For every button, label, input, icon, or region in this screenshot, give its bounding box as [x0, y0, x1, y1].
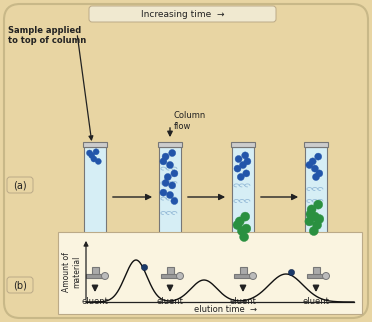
Circle shape: [169, 182, 176, 189]
Circle shape: [160, 158, 167, 165]
Circle shape: [305, 217, 314, 226]
Text: eluent: eluent: [81, 297, 108, 306]
Circle shape: [171, 197, 178, 204]
Circle shape: [235, 156, 242, 163]
Circle shape: [315, 214, 324, 223]
Bar: [58, 232, 362, 314]
Circle shape: [162, 153, 169, 160]
Circle shape: [160, 189, 167, 196]
Text: eluent: eluent: [230, 297, 256, 306]
Circle shape: [162, 179, 169, 186]
Circle shape: [164, 174, 171, 181]
Bar: [86, 274, 104, 278]
Circle shape: [323, 272, 330, 279]
Circle shape: [169, 149, 176, 156]
Bar: [167, 267, 173, 277]
Bar: [83, 142, 107, 147]
Circle shape: [102, 272, 109, 279]
Circle shape: [242, 224, 251, 233]
Bar: [305, 147, 327, 267]
Circle shape: [240, 232, 248, 242]
Text: elution time  →: elution time →: [193, 306, 257, 315]
Circle shape: [309, 158, 316, 165]
Bar: [231, 142, 255, 147]
Circle shape: [243, 170, 250, 177]
Circle shape: [235, 217, 244, 226]
Bar: [240, 267, 247, 277]
Circle shape: [309, 226, 318, 235]
Text: (a): (a): [13, 180, 27, 190]
FancyBboxPatch shape: [7, 177, 33, 193]
FancyBboxPatch shape: [89, 6, 276, 22]
Circle shape: [312, 174, 320, 181]
Bar: [234, 274, 252, 278]
Circle shape: [316, 170, 323, 177]
Circle shape: [176, 272, 183, 279]
Circle shape: [310, 212, 320, 221]
Circle shape: [233, 221, 242, 230]
Circle shape: [234, 165, 241, 172]
Circle shape: [240, 162, 247, 168]
Circle shape: [91, 156, 97, 162]
Text: Sample applied
to top of column: Sample applied to top of column: [8, 26, 86, 45]
Circle shape: [93, 149, 99, 155]
Bar: [307, 274, 325, 278]
Circle shape: [250, 272, 257, 279]
Text: Amount of
material: Amount of material: [62, 252, 82, 292]
Circle shape: [314, 200, 323, 209]
Bar: [158, 142, 182, 147]
Circle shape: [167, 192, 173, 198]
FancyBboxPatch shape: [4, 4, 368, 318]
Bar: [84, 147, 106, 267]
Circle shape: [237, 226, 246, 235]
Text: Increasing time  →: Increasing time →: [141, 10, 224, 18]
Text: (b): (b): [13, 280, 27, 290]
Circle shape: [167, 162, 173, 168]
Circle shape: [89, 152, 95, 158]
Text: eluent: eluent: [157, 297, 183, 306]
Circle shape: [87, 150, 93, 156]
Bar: [92, 267, 99, 277]
Circle shape: [311, 165, 318, 172]
Circle shape: [244, 158, 251, 165]
Bar: [312, 267, 320, 277]
Text: eluent: eluent: [302, 297, 330, 306]
FancyBboxPatch shape: [7, 277, 33, 293]
Circle shape: [95, 158, 101, 165]
Circle shape: [312, 221, 322, 230]
Circle shape: [307, 205, 316, 214]
Text: Column
flow: Column flow: [174, 111, 206, 131]
Circle shape: [171, 170, 178, 177]
Circle shape: [306, 162, 313, 168]
Circle shape: [306, 210, 315, 219]
Bar: [304, 142, 328, 147]
Circle shape: [242, 152, 249, 159]
Bar: [159, 147, 181, 267]
Bar: [232, 147, 254, 267]
Circle shape: [241, 212, 250, 221]
Bar: [161, 274, 179, 278]
Circle shape: [237, 174, 244, 181]
Circle shape: [315, 153, 322, 160]
